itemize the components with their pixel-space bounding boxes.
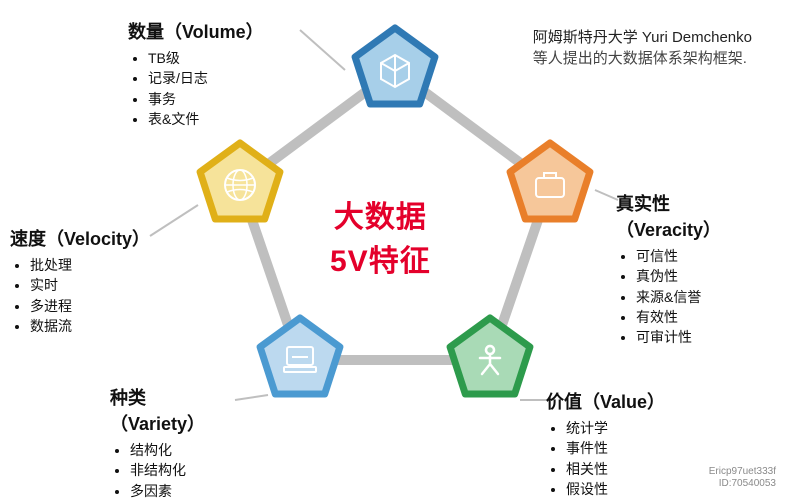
block-velocity-title: 速度（Velocity） [10,225,150,251]
credit-line1: 阿姆斯特丹大学 Yuri Demchenko [533,26,752,47]
block-velocity-list: 批处理 实时 多进程 数据流 [10,255,150,336]
connector-veracity [595,190,618,200]
credit-line2: 等人提出的大数据体系架构框架. [533,47,752,68]
block-variety-title1: 种类 [110,384,205,410]
list-item: TB级 [148,48,264,68]
list-item: 多进程 [30,296,150,316]
center-line2: 5V特征 [330,236,431,280]
list-item: 统计学 [566,418,665,438]
block-veracity: 真实性 （Veracity） 可信性 真伪性 来源&信誉 有效性 可审计性 [616,190,721,347]
block-variety-list: 结构化 非结构化 多因素 概率性 [110,440,205,500]
list-item: 记录/日志 [148,68,264,88]
list-item: 批处理 [30,255,150,275]
center-line1: 大数据 [330,192,431,236]
center-title: 大数据 5V特征 [330,192,431,280]
watermark-line2: ID:70540053 [709,478,776,490]
block-veracity-title2: （Veracity） [616,216,721,242]
block-volume-title: 数量（Volume） [128,18,264,44]
list-item: 实时 [30,275,150,295]
connector-variety [235,395,268,400]
list-item: 事务 [148,89,264,109]
list-item: 多因素 [130,481,205,500]
list-item: 表&文件 [148,109,264,129]
block-value-list: 统计学 事件性 相关性 假设性 [546,418,665,499]
block-veracity-title1: 真实性 [616,190,721,216]
block-value-title: 价值（Value） [546,388,665,414]
connector-velocity [150,205,198,236]
list-item: 来源&信誉 [636,287,721,307]
list-item: 相关性 [566,459,665,479]
watermark: Ericp97uet333f ID:70540053 [709,466,776,490]
list-item: 结构化 [130,440,205,460]
block-variety-title2: （Variety） [110,410,205,436]
list-item: 数据流 [30,316,150,336]
list-item: 真伪性 [636,266,721,286]
list-item: 可信性 [636,246,721,266]
list-item: 有效性 [636,307,721,327]
list-item: 假设性 [566,479,665,499]
diagram-stage: 大数据 5V特征 阿姆斯特丹大学 Yuri Demchenko 等人提出的大数据… [0,0,790,500]
block-volume: 数量（Volume） TB级 记录/日志 事务 表&文件 [128,18,264,129]
list-item: 事件性 [566,438,665,458]
connector-volume [300,30,345,70]
list-item: 非结构化 [130,460,205,480]
block-velocity: 速度（Velocity） 批处理 实时 多进程 数据流 [10,225,150,336]
block-veracity-list: 可信性 真伪性 来源&信誉 有效性 可审计性 [616,246,721,347]
block-variety: 种类 （Variety） 结构化 非结构化 多因素 概率性 [110,384,205,500]
watermark-line1: Ericp97uet333f [709,466,776,478]
list-item: 可审计性 [636,327,721,347]
credit-text: 阿姆斯特丹大学 Yuri Demchenko 等人提出的大数据体系架构框架. [533,26,752,68]
block-value: 价值（Value） 统计学 事件性 相关性 假设性 [546,388,665,499]
block-volume-list: TB级 记录/日志 事务 表&文件 [128,48,264,129]
